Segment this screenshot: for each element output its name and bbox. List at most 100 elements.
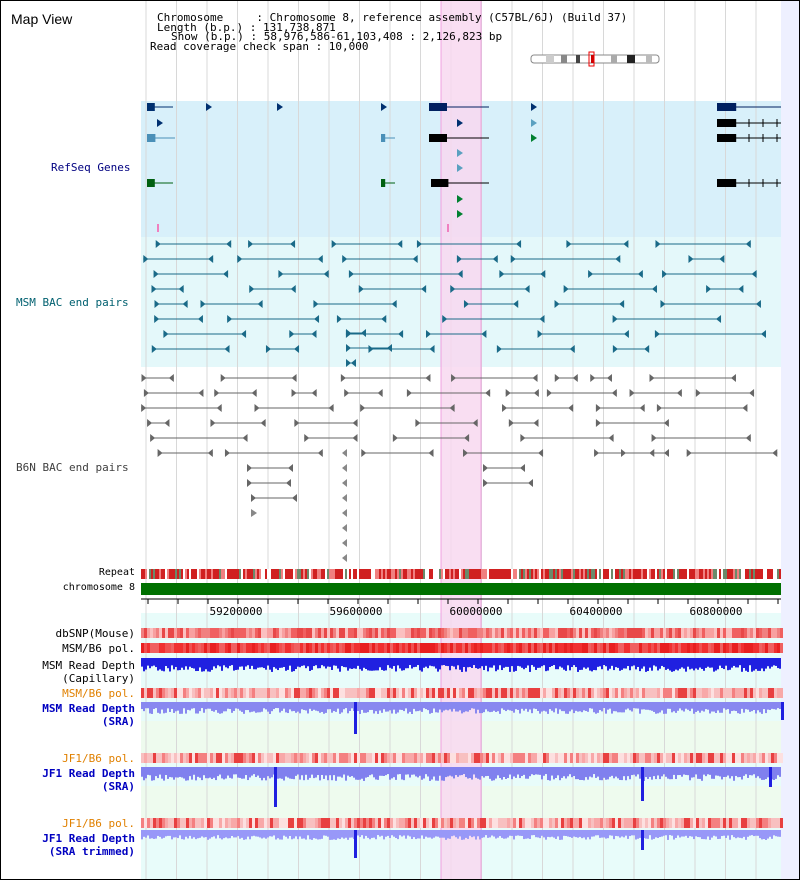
jf1-pol-cell [327, 753, 330, 763]
msm-sra-depth-bar [239, 702, 241, 711]
msm-pol-cell-2 [567, 688, 570, 698]
msm-sra-depth-bar [339, 702, 341, 714]
jf1-pol-cell-2 [507, 818, 510, 828]
jf1-trim-depth-bar [293, 830, 295, 839]
jf1-sra-depth-bar [425, 767, 427, 775]
jf1-pol-cell-2 [768, 818, 771, 828]
msm-depth-bar [349, 658, 351, 669]
jf1-sra-depth-bar [651, 767, 653, 780]
jf1-pol-cell-2 [738, 818, 741, 828]
msm-sra-depth-bar [585, 702, 587, 711]
jf1-trim-depth-bar [629, 830, 631, 837]
msm-pol-cell [288, 643, 291, 653]
jf1-trim-depth-bar [459, 830, 461, 837]
repeat-block [539, 569, 541, 579]
msm-depth-bar [503, 658, 505, 668]
jf1-trim-depth-bar [297, 830, 299, 840]
msm-pol-cell-2 [507, 688, 510, 698]
msm-bac-pair-end [237, 255, 243, 263]
msm-depth-bar [305, 658, 307, 669]
msm-pol-cell-2 [411, 688, 414, 698]
msm-pol-cell-2 [195, 688, 198, 698]
repeat-block [701, 569, 703, 579]
msm-sra-depth-bar [349, 702, 351, 711]
b6n-bac-pair-end [141, 404, 147, 412]
msm-depth-bar [601, 658, 603, 670]
jf1-sra-depth-bar [485, 767, 487, 777]
repeat-block [333, 569, 335, 579]
dbsnp-cell [711, 628, 714, 638]
jf1-pol-cell-2 [762, 818, 765, 828]
msm-pol-cell [705, 643, 708, 653]
jf1-pol-cell-2 [687, 818, 690, 828]
msm-sra-depth-bar [441, 702, 443, 713]
repeat-block [477, 569, 479, 579]
jf1-pol-cell [432, 753, 435, 763]
jf1-trim-depth-bar [227, 830, 229, 839]
msm-depth-bar [409, 658, 411, 666]
msm-sra-depth-bar [185, 702, 187, 714]
jf1-pol-cell [693, 753, 696, 763]
msm-sra-depth-bar [493, 702, 495, 711]
b6n-bac-end [342, 479, 347, 487]
b6n-bac-pair-end [533, 389, 539, 397]
jf1-sra-depth-bar [727, 767, 729, 776]
repeat-block [631, 569, 633, 579]
dbsnp-cell [153, 628, 156, 638]
jf1-pol-cell [174, 753, 177, 763]
jf1-sra-depth-bar [205, 767, 207, 779]
jf1-sra-depth-bar [287, 767, 289, 778]
repeat-block [239, 569, 241, 579]
msm-depth-bar [537, 658, 539, 668]
repeat-block [635, 569, 637, 579]
msm-sra-depth-bar [437, 702, 439, 713]
jf1-trim-depth-bar [689, 830, 691, 837]
dbsnp-cell [591, 628, 594, 638]
jf1-trim-depth-bar [557, 830, 559, 837]
msm-sra-depth-bar [617, 702, 619, 713]
dbsnp-cell [456, 628, 459, 638]
msm-pol-cell-2 [636, 688, 639, 698]
msm-sra-depth-bar [455, 702, 457, 712]
jf1-pol-cell-2 [315, 818, 318, 828]
track-label-msm-b6-pol-2: MSM/B6 pol. [62, 687, 135, 700]
msm-pol-cell-2 [171, 688, 174, 698]
msm-pol-cell [228, 643, 231, 653]
jf1-trim-depth-bar [147, 830, 149, 836]
repeat-block [171, 569, 173, 579]
jf1-sra-depth-bar [161, 767, 163, 779]
jf1-trim-depth-bar [467, 830, 469, 839]
repeat-block [281, 569, 283, 579]
msm-depth-bar [233, 658, 235, 671]
msm-bac-pair-end [314, 315, 320, 323]
msm-sra-depth-bar [265, 702, 267, 710]
jf1-pol-cell [669, 753, 672, 763]
msm-depth-bar [559, 658, 561, 667]
msm-depth-bar [433, 658, 435, 667]
jf1-pol-cell [153, 753, 156, 763]
repeat-block [651, 569, 653, 579]
msm-sra-depth-bar [519, 702, 521, 714]
jf1-pol-cell-2 [288, 818, 291, 828]
jf1-pol-cell [465, 753, 468, 763]
msm-sra-depth-bar [273, 702, 275, 710]
jf1-sra-depth-bar [565, 767, 567, 779]
jf1-pol-cell-2 [744, 818, 747, 828]
jf1-pol-cell [255, 753, 258, 763]
dbsnp-cell [495, 628, 498, 638]
msm-pol-cell-2 [753, 688, 756, 698]
msm-pol-cell-2 [177, 688, 180, 698]
jf1-pol-cell-2 [729, 818, 732, 828]
repeat-block [181, 569, 183, 579]
jf1-sra-depth-bar [329, 767, 331, 776]
b6n-bac-pair-end [621, 449, 626, 457]
repeat-block [241, 569, 243, 579]
msm-bac-pair-end [537, 330, 543, 338]
jf1-trim-depth-bar [749, 830, 751, 836]
repeat-block [563, 569, 565, 579]
repeat-block [735, 569, 737, 579]
jf1-trim-depth-bar [175, 830, 177, 838]
jf1-pol-cell-2 [267, 818, 270, 828]
msm-pol-cell [303, 643, 306, 653]
